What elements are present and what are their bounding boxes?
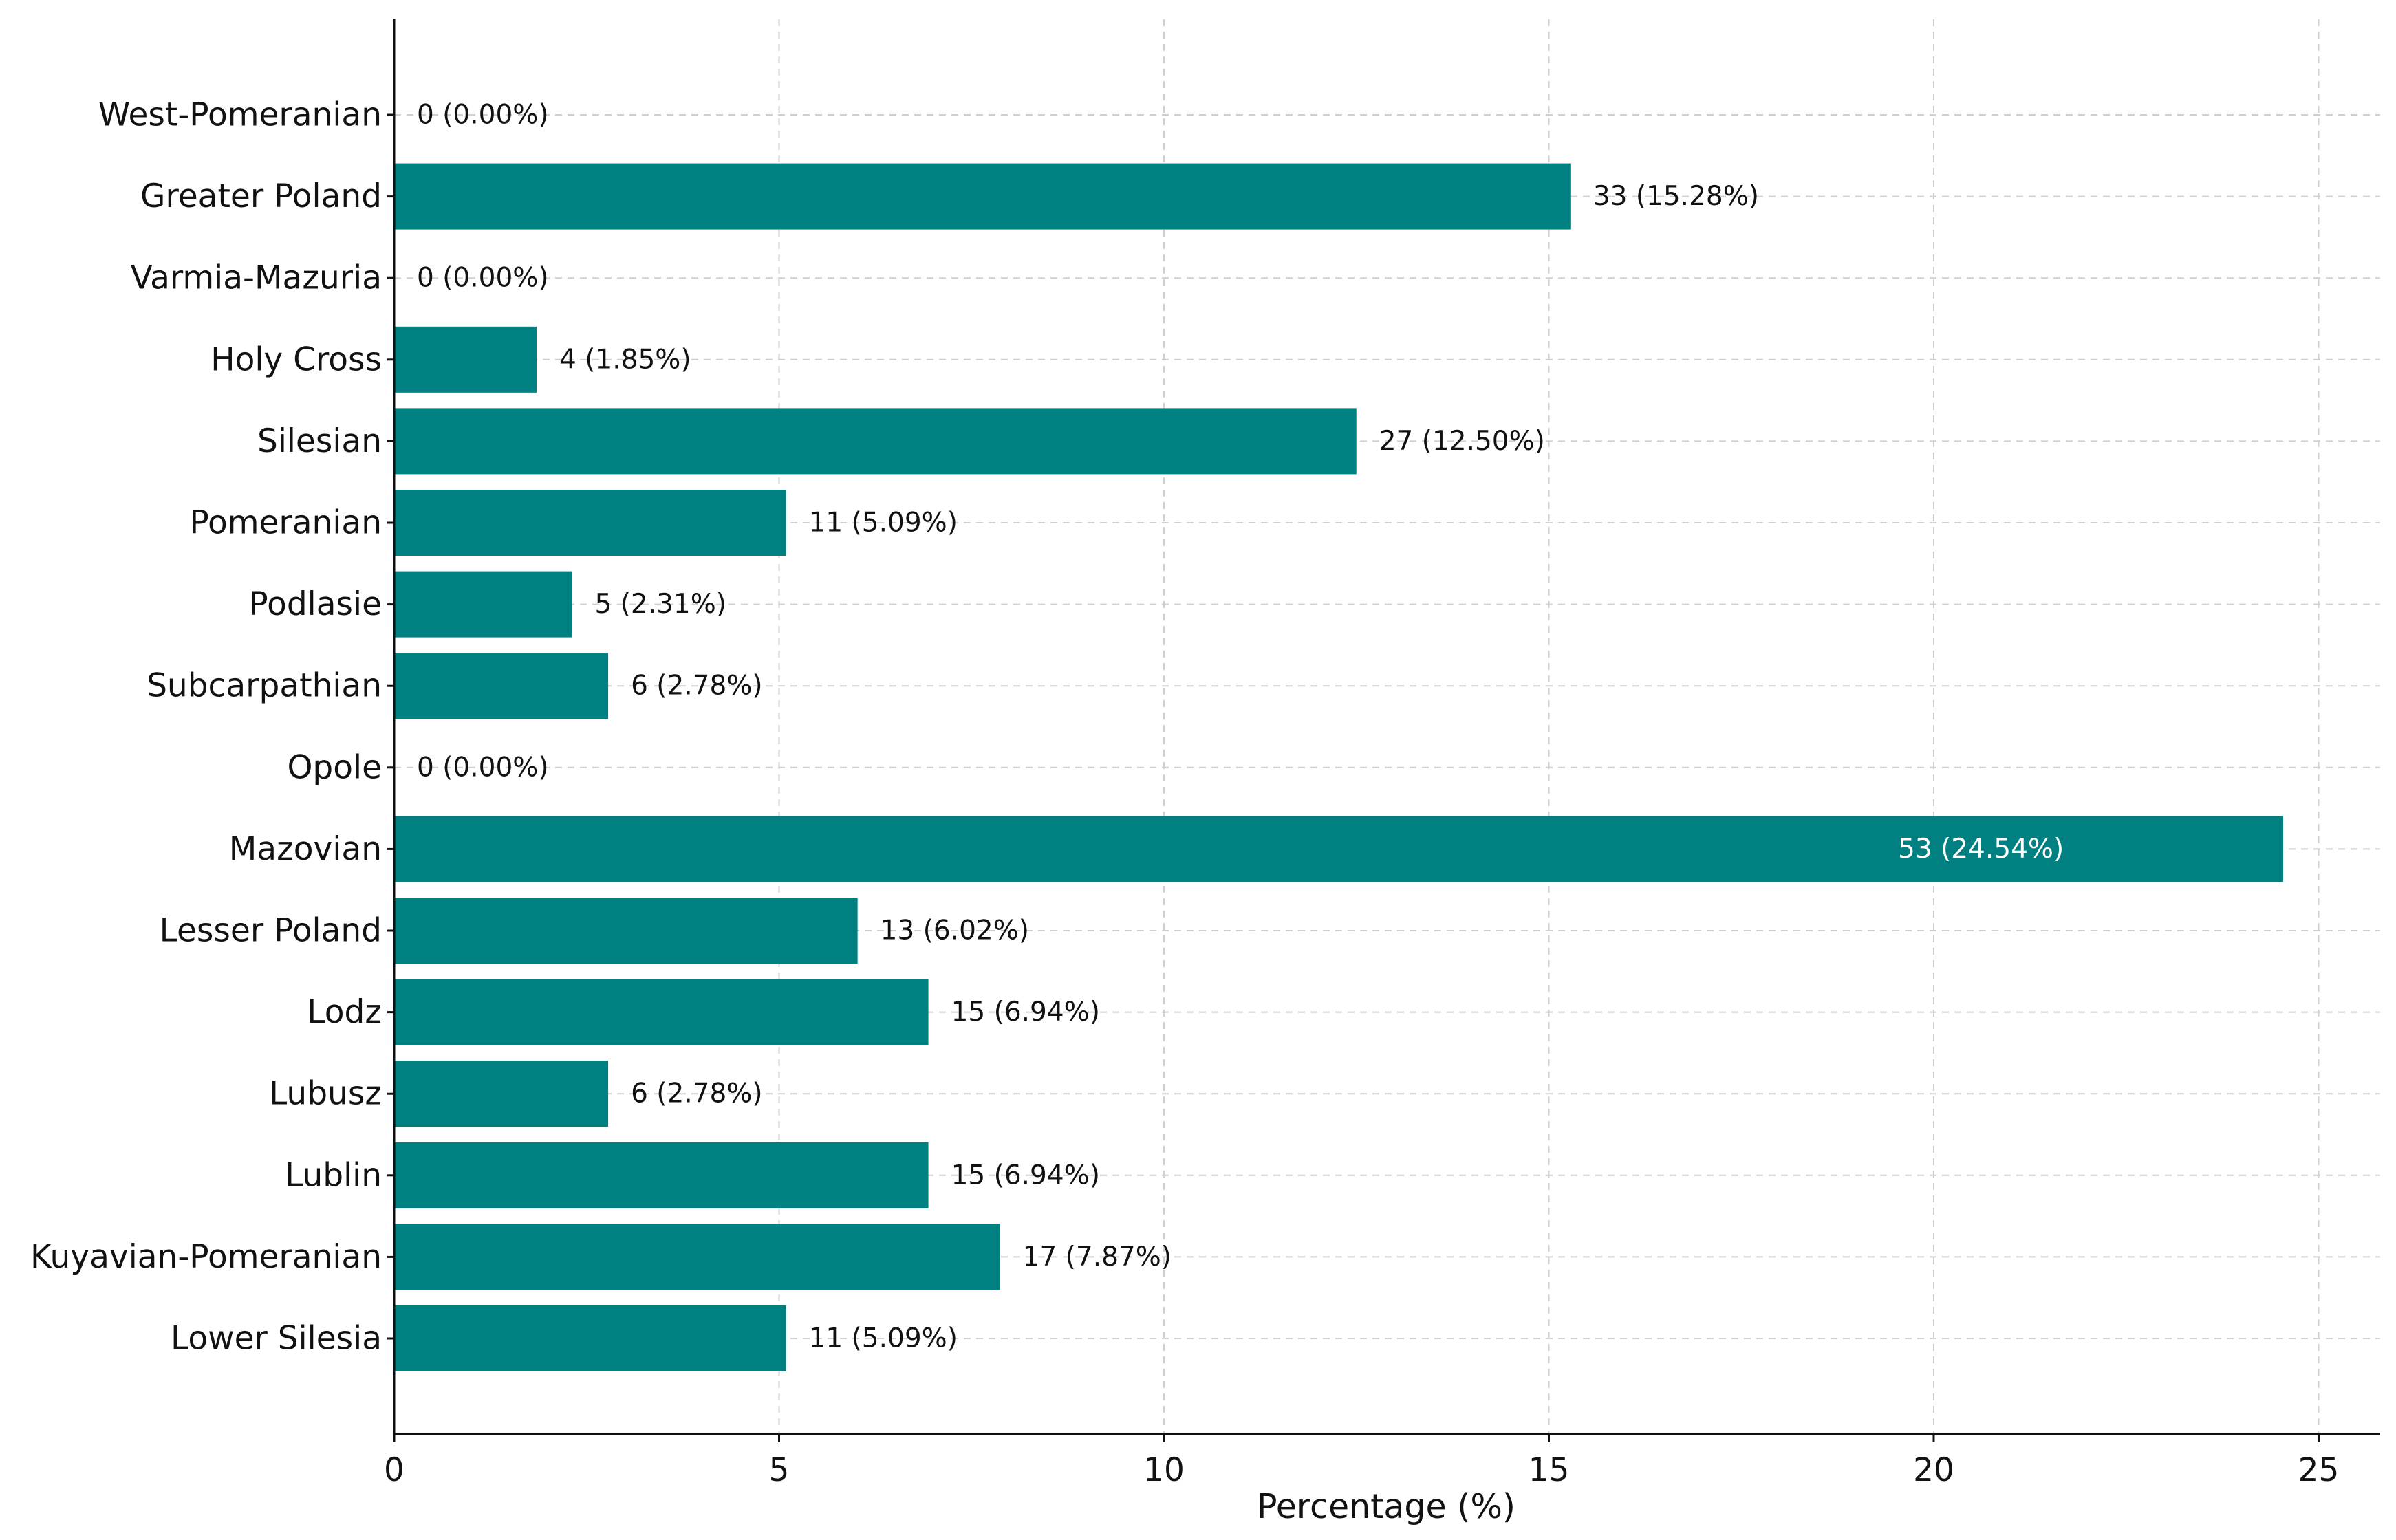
bar: [394, 979, 929, 1045]
bar: [394, 898, 858, 964]
category-label: Kuyavian-Pomeranian: [30, 1238, 382, 1276]
data-label: 0 (0.00%): [417, 263, 549, 294]
data-label: 11 (5.09%): [809, 508, 958, 539]
category-label: Lublin: [285, 1156, 382, 1194]
data-label: 15 (6.94%): [951, 997, 1100, 1028]
labels: West-Pomeranian 0 (0.00%) Greater Poland 33…: [30, 96, 2339, 1490]
x-axis-title: Percentage (%): [1257, 1487, 1515, 1526]
category-label: Varmia-Mazuria: [131, 259, 382, 297]
bar: [394, 490, 786, 556]
category-label: West-Pomeranian: [98, 96, 382, 134]
category-label: Holy Cross: [211, 340, 382, 378]
data-label: 33 (15.28%): [1593, 181, 1759, 212]
category-label: Greater Poland: [140, 177, 382, 215]
category-label: Lodz: [307, 993, 382, 1031]
data-label: 6 (2.78%): [631, 671, 763, 702]
data-label: 5 (2.31%): [594, 589, 726, 620]
bar: [394, 163, 1571, 230]
category-label: Lower Silesia: [171, 1320, 382, 1358]
bar: [394, 816, 2284, 882]
x-tick-label: 10: [1143, 1451, 1185, 1489]
data-label: 11 (5.09%): [809, 1323, 958, 1354]
axes: [387, 19, 2380, 1442]
category-label: Pomeranian: [189, 504, 382, 542]
x-tick-label: 20: [1913, 1451, 1954, 1489]
data-label: 17 (7.87%): [1023, 1241, 1172, 1272]
bar: [394, 1061, 609, 1127]
data-label: 6 (2.78%): [631, 1078, 763, 1109]
bar: [394, 653, 609, 719]
bar: [394, 1142, 929, 1208]
data-label: 0 (0.00%): [417, 752, 549, 783]
category-label: Subcarpathian: [147, 667, 382, 705]
category-label: Podlasie: [248, 585, 382, 623]
category-label: Silesian: [257, 422, 382, 460]
grid-lines: [394, 19, 2380, 1434]
data-label: 27 (12.50%): [1379, 426, 1545, 457]
x-tick-label: 5: [769, 1451, 790, 1489]
category-label: Lubusz: [269, 1075, 382, 1113]
data-label: 0 (0.00%): [417, 100, 549, 131]
data-label: 15 (6.94%): [951, 1160, 1100, 1191]
x-tick-label: 0: [384, 1451, 404, 1489]
category-label: Mazovian: [229, 830, 382, 868]
bar: [394, 408, 1357, 475]
x-tick-label: 15: [1529, 1451, 1570, 1489]
bar: [394, 1224, 1000, 1290]
x-tick-label: 25: [2298, 1451, 2340, 1489]
bar: [394, 1305, 786, 1371]
bar: [394, 571, 572, 638]
data-label: 13 (6.02%): [881, 915, 1029, 946]
data-label: 53 (24.54%): [1898, 834, 2064, 865]
category-label: Opole: [287, 748, 382, 786]
bars: [394, 163, 2284, 1371]
category-label: Lesser Poland: [160, 912, 382, 950]
bar: [394, 326, 537, 393]
data-label: 4 (1.85%): [559, 344, 691, 375]
